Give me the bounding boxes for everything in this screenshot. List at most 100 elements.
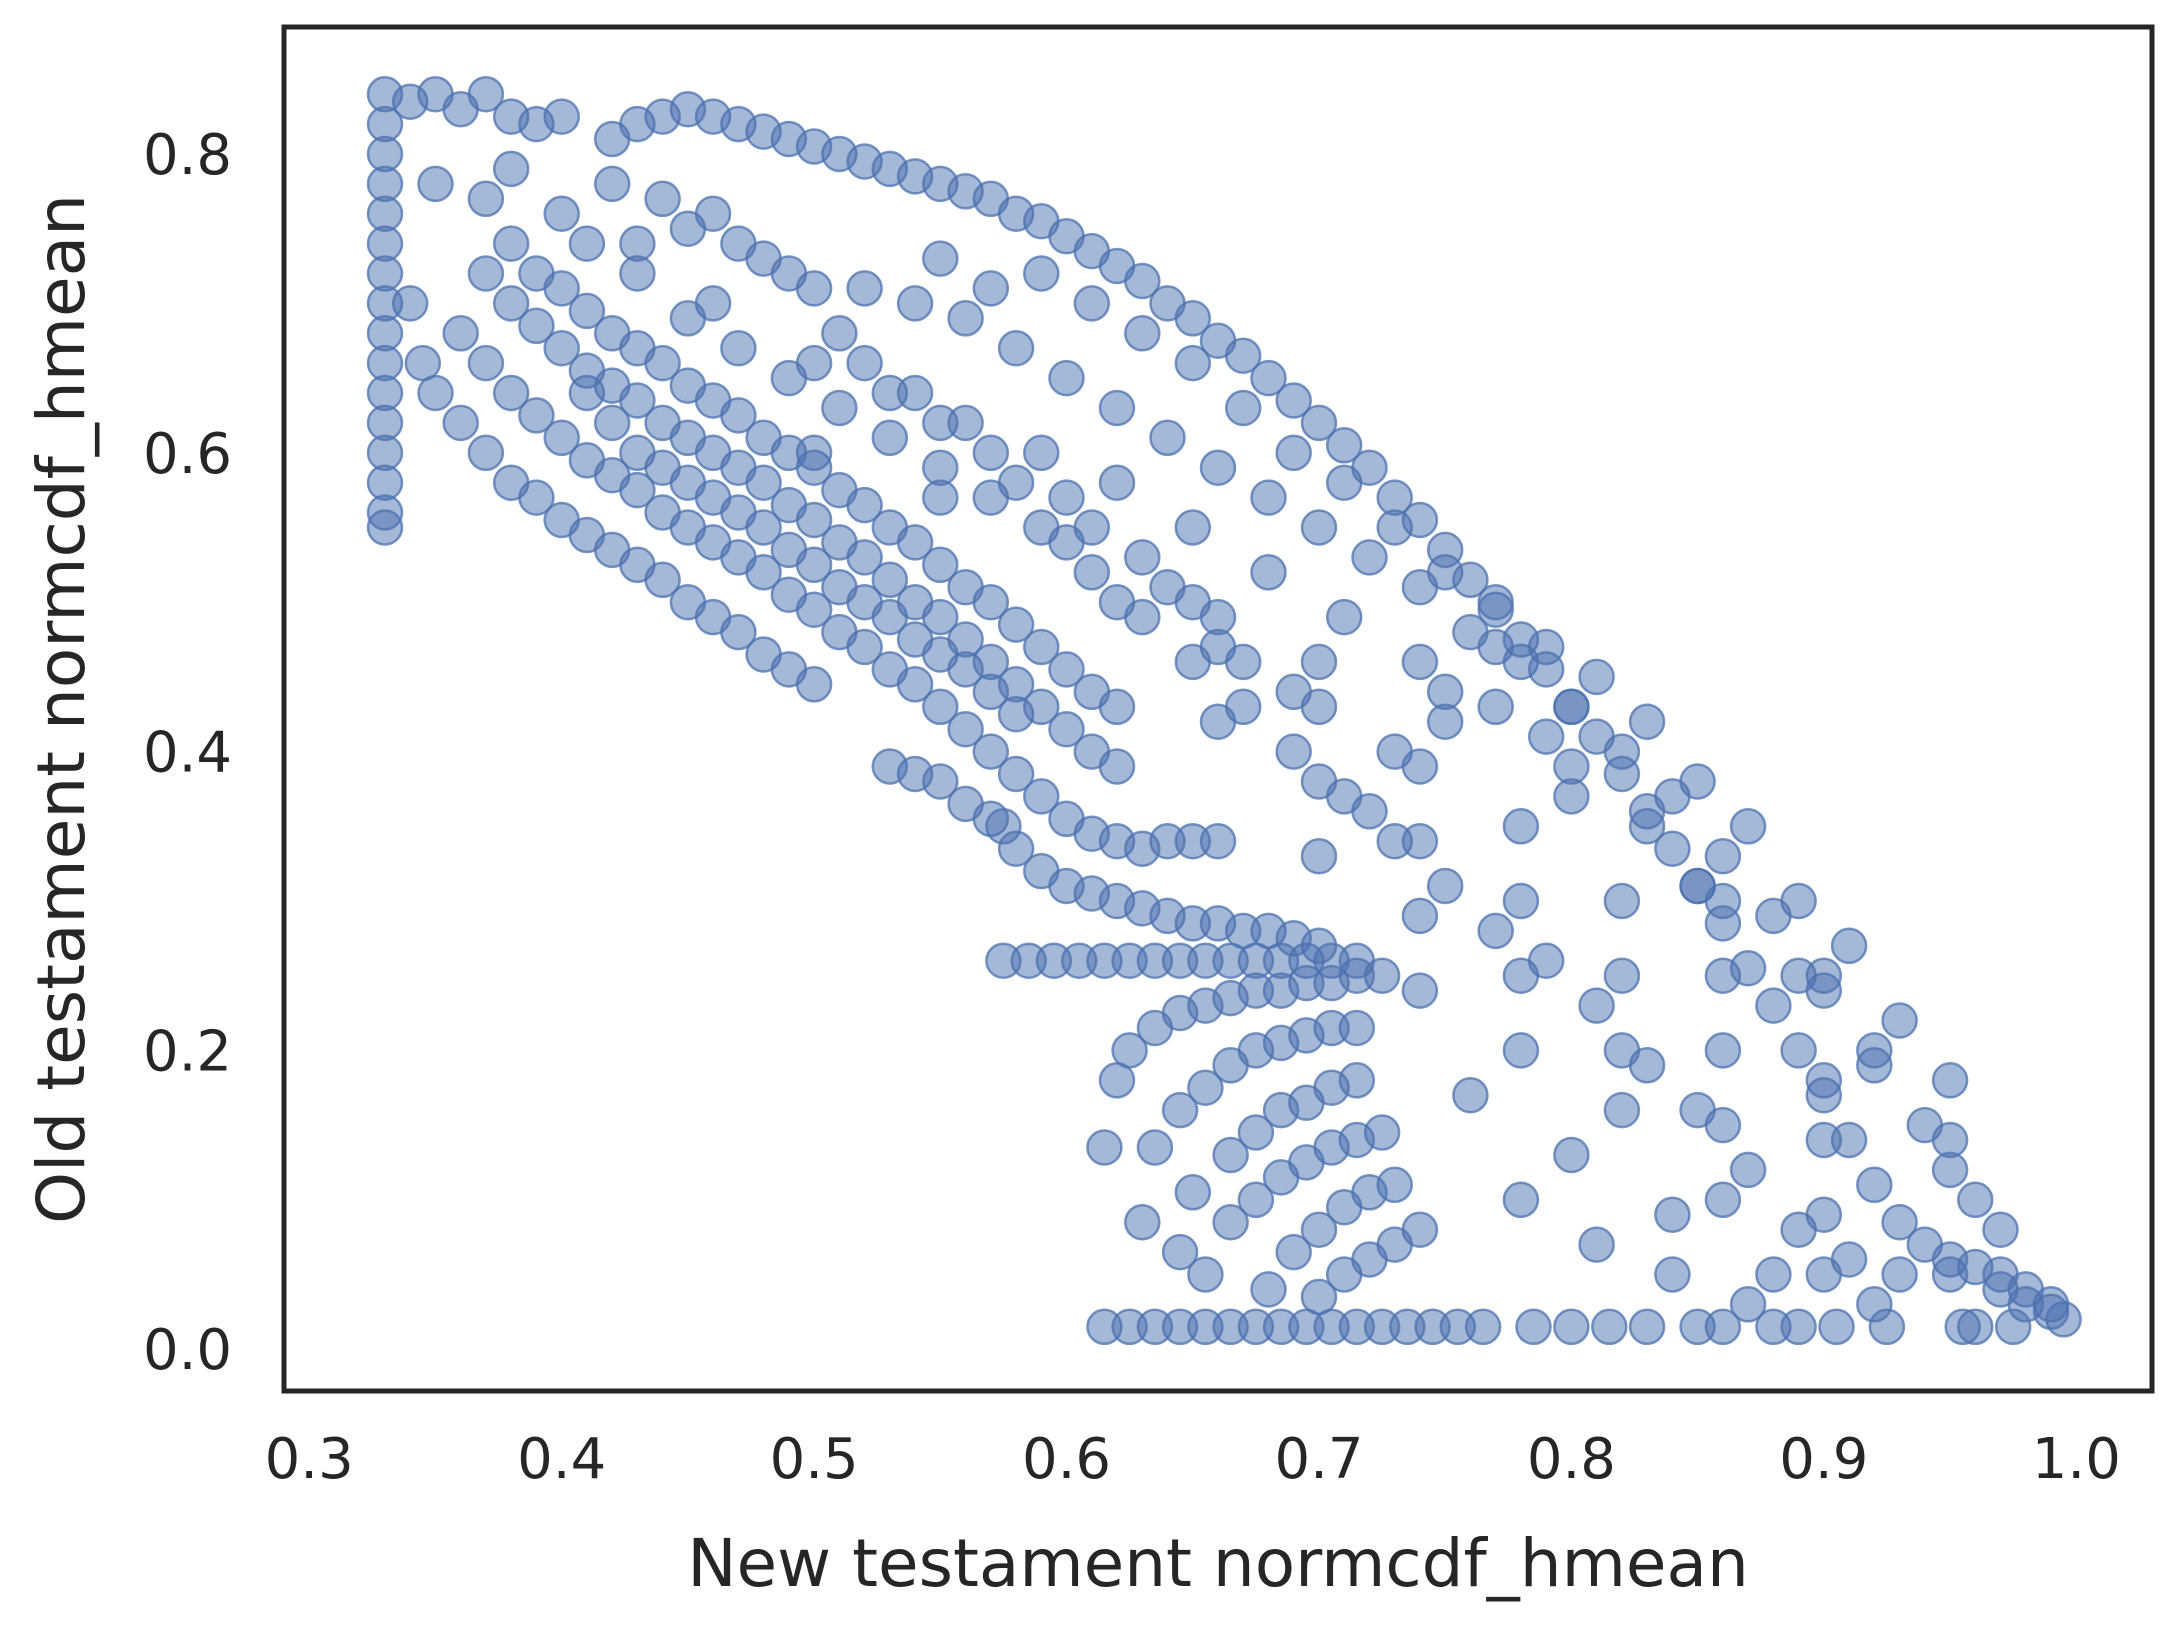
scatter-point	[1654, 1196, 1691, 1233]
scatter-point	[972, 479, 1010, 516]
y-axis-label: Old testament normcdf_hmean	[23, 194, 100, 1224]
scatter-point	[896, 285, 934, 322]
scatter-point	[1401, 643, 1439, 681]
scatter-point	[745, 509, 782, 546]
scatter-point	[1881, 1002, 1918, 1039]
scatter-point	[1073, 285, 1111, 322]
scatter-point	[1628, 703, 1666, 740]
scatter-point	[1376, 822, 1413, 860]
scatter-point	[1477, 583, 1514, 621]
scatter-point	[1098, 389, 1136, 427]
scatter-point	[1654, 1256, 1691, 1293]
scatter-point	[1048, 479, 1085, 516]
scatter-point	[1553, 1136, 1590, 1174]
scatter-point	[1401, 972, 1439, 1009]
scatter-point	[417, 165, 454, 203]
x-axis-label: New testament normcdf_hmean	[687, 1525, 1749, 1602]
scatter-point	[1603, 957, 1641, 994]
scatter-point	[1023, 778, 1060, 815]
scatter-point	[922, 763, 959, 800]
scatter-point	[543, 98, 580, 135]
scatter-point	[1477, 628, 1514, 666]
scatter-point	[1679, 763, 1716, 800]
y-tick-label: 0.8	[143, 123, 232, 188]
scatter-point	[1212, 1203, 1249, 1241]
scatter-point	[1515, 1308, 1552, 1346]
scatter-point	[1464, 1308, 1502, 1346]
scatter-point	[1098, 464, 1136, 501]
scatter-point	[2032, 1293, 2070, 1331]
scatter-point	[1275, 434, 1312, 472]
scatter-point	[1325, 464, 1363, 501]
scatter-point	[1704, 957, 1742, 994]
scatter-point	[795, 501, 833, 539]
scatter-point	[1881, 1203, 1918, 1241]
y-tick-label: 0.4	[143, 721, 232, 786]
scatter-point	[1363, 957, 1401, 994]
scatter-point	[1275, 382, 1312, 419]
scatter-point	[1982, 1211, 2019, 1248]
scatter-point	[1187, 1069, 1224, 1106]
scatter-point	[1300, 509, 1338, 546]
scatter-point	[543, 419, 580, 457]
scatter-point	[1729, 1151, 1767, 1189]
scatter-point	[518, 397, 555, 434]
scatter-point	[1174, 300, 1212, 337]
scatter-point	[1275, 733, 1312, 770]
scatter-point	[1553, 688, 1590, 726]
scatter-point	[1275, 673, 1312, 711]
scatter-point	[1502, 1032, 1540, 1069]
scatter-point	[922, 449, 959, 486]
scatter-point	[1830, 927, 1868, 965]
scatter-point	[492, 225, 530, 262]
scatter-point	[745, 464, 782, 501]
scatter-point	[568, 225, 606, 262]
scatter-point	[1224, 389, 1262, 427]
scatter-point	[871, 419, 909, 457]
scatter-point	[947, 300, 984, 337]
scatter-point	[1780, 1032, 1817, 1069]
scatter-point	[1578, 658, 1615, 696]
scatter-point	[795, 546, 833, 584]
scatter-point	[821, 389, 858, 427]
scatter-point	[1553, 778, 1590, 815]
scatter-point	[871, 561, 909, 599]
scatter-point	[366, 105, 404, 143]
scatter-point	[1149, 419, 1186, 457]
scatter-point	[492, 285, 530, 322]
scatter-point	[720, 329, 757, 367]
scatter-point	[1073, 554, 1111, 591]
x-tick-label: 0.9	[1779, 1427, 1868, 1492]
scatter-point	[1502, 1181, 1540, 1219]
scatter-point	[947, 710, 984, 748]
scatter-point	[1161, 1233, 1199, 1271]
scatter-point	[1124, 315, 1161, 352]
scatter-point	[1023, 255, 1060, 292]
scatter-point	[972, 733, 1010, 770]
scatter-point	[1931, 1256, 1969, 1293]
scatter-point	[846, 344, 883, 382]
scatter-point	[1023, 628, 1060, 666]
scatter-point	[997, 329, 1035, 367]
scatter-point	[1124, 598, 1161, 636]
scatter-point	[846, 486, 883, 524]
x-axis-ticks: 0.3 0.4 0.5 0.6 0.7 0.8 0.9 1.0	[265, 1427, 2121, 1492]
scatter-point	[1780, 882, 1817, 920]
scatter-point	[391, 285, 429, 322]
scatter-point	[1237, 1114, 1275, 1151]
scatter-point	[1603, 733, 1641, 770]
scatter-point	[1224, 688, 1262, 726]
scatter-point	[417, 374, 454, 412]
scatter-point	[644, 561, 681, 599]
scatter-point	[745, 240, 782, 277]
scatter-point	[1755, 1256, 1792, 1293]
scatter-point	[997, 755, 1035, 793]
scatter-point	[1628, 808, 1666, 845]
scatter-point	[467, 75, 505, 113]
scatter-point	[972, 434, 1010, 472]
scatter-point	[1124, 1203, 1161, 1241]
scatter-point	[1325, 778, 1363, 815]
scatter-point	[568, 292, 606, 330]
scatter-point	[1174, 509, 1212, 546]
